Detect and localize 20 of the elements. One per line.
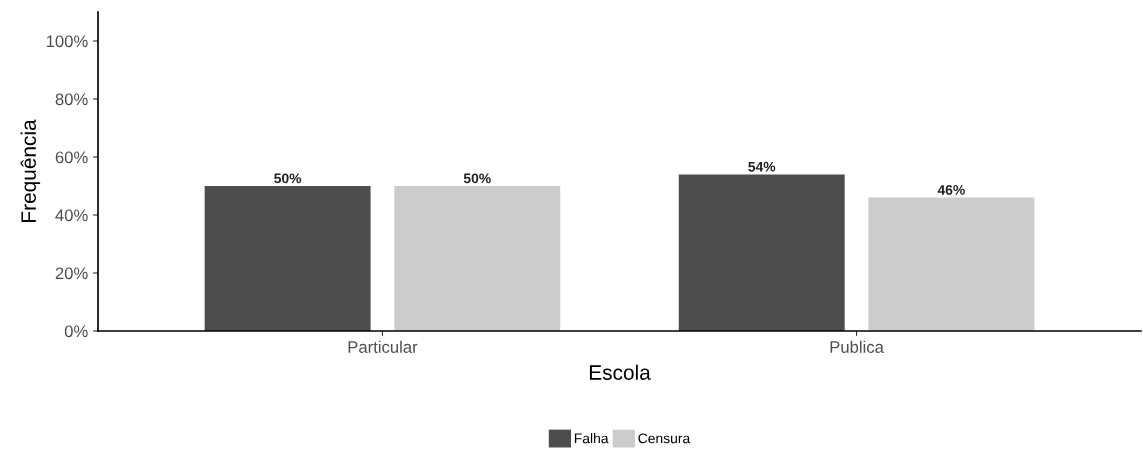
x-tick-label: Particular [348,340,418,353]
x-tick-label: Publica [830,340,884,353]
bar [394,186,561,331]
y-tick-label: 0% [64,325,88,338]
data-label: 50% [274,173,302,184]
y-tick-label: 80% [55,93,88,106]
bar [204,186,371,331]
legend-label: Censura [638,433,691,444]
bar [868,197,1035,331]
data-label: 50% [463,173,491,184]
y-tick-label: 20% [55,267,88,280]
y-tick-label: 40% [55,209,88,222]
y-axis-title: Frequência [20,119,41,222]
y-tick-label: 100% [46,35,88,48]
x-axis-title: Escola [589,364,651,380]
bar [678,174,845,331]
data-label: 46% [937,185,965,195]
data-label: 54% [748,161,776,172]
y-tick-label: 60% [55,151,88,164]
legend-label: Falha [574,433,609,444]
